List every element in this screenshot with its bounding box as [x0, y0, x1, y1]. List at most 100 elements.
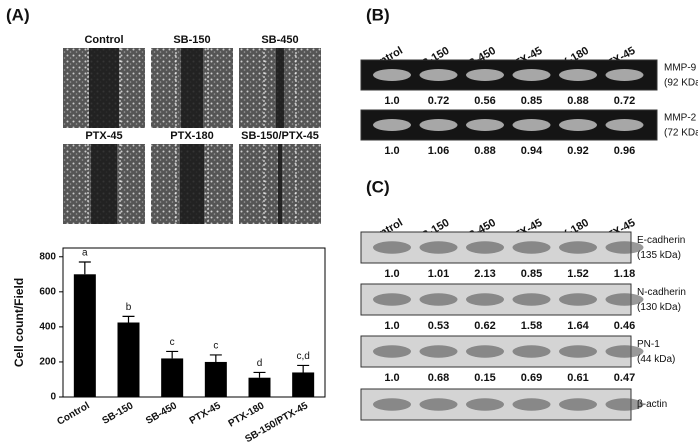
- band: [373, 119, 411, 131]
- band: [466, 398, 504, 411]
- ratio: 0.85: [521, 268, 542, 280]
- x-tick-label: PTX-45: [188, 400, 223, 427]
- ratio: 0.96: [614, 145, 635, 157]
- scratch: [180, 144, 204, 224]
- band: [466, 69, 504, 81]
- image-label: SB-150: [173, 34, 210, 46]
- x-tick-label: SB-150: [100, 400, 135, 427]
- image-label: SB-150/PTX-45: [241, 130, 319, 142]
- blot-size: (92 KDa): [664, 78, 698, 89]
- scratch: [91, 144, 117, 224]
- band: [559, 241, 597, 254]
- annotation: d: [257, 358, 263, 369]
- band: [559, 345, 597, 358]
- panel-label: (C): [366, 177, 390, 196]
- x-tick-label: SB-450: [144, 400, 179, 427]
- ratio: 1.0: [384, 145, 399, 157]
- annotation: b: [126, 302, 132, 313]
- ratio: 1.18: [614, 268, 635, 280]
- band: [373, 398, 411, 411]
- band: [605, 293, 644, 306]
- error-bar: [122, 315, 135, 323]
- ratio: 0.88: [474, 145, 495, 157]
- ratio: 0.94: [521, 145, 543, 157]
- band: [512, 345, 551, 358]
- band: [466, 345, 504, 358]
- bar: [73, 274, 96, 397]
- image-label: SB-450: [261, 34, 298, 46]
- image-label: Control: [84, 34, 123, 46]
- ratio: 0.47: [614, 372, 635, 384]
- annotation: c,d: [296, 351, 309, 362]
- y-tick-label: 0: [50, 392, 56, 403]
- band: [605, 345, 644, 358]
- band: [512, 69, 551, 81]
- image-label: PTX-45: [85, 130, 122, 142]
- y-tick-label: 400: [39, 322, 56, 333]
- ratio: 1.0: [384, 320, 399, 332]
- bar: [292, 372, 315, 397]
- band: [419, 119, 458, 131]
- ratio: 0.56: [474, 95, 495, 107]
- image-label: PTX-180: [170, 130, 213, 142]
- ratio: 1.06: [428, 145, 449, 157]
- blot-size: (130 kDa): [637, 302, 681, 313]
- error-bar: [253, 371, 266, 378]
- ratio: 0.92: [567, 145, 588, 157]
- ratio: 0.85: [521, 95, 542, 107]
- scratch: [278, 144, 282, 224]
- y-tick-label: 600: [39, 286, 56, 297]
- y-axis-title: Cell count/Field: [12, 278, 26, 367]
- band: [466, 293, 504, 306]
- blot-name: E-cadherin: [637, 235, 685, 246]
- ratio: 0.72: [614, 95, 635, 107]
- blot-name: β-actin: [637, 399, 667, 410]
- band: [605, 119, 644, 131]
- ratio: 1.58: [521, 320, 542, 332]
- ratio: 1.01: [428, 268, 449, 280]
- band: [466, 241, 504, 254]
- ratio: 0.62: [474, 320, 495, 332]
- blot-size: (44 kDa): [637, 354, 675, 365]
- ratio: 1.0: [384, 268, 399, 280]
- bar: [248, 377, 271, 397]
- error-bar: [209, 354, 222, 362]
- blot-name: PN-1: [637, 339, 660, 350]
- ratio: 1.52: [567, 268, 588, 280]
- ratio: 0.69: [521, 372, 542, 384]
- band: [466, 119, 504, 131]
- band: [605, 398, 644, 411]
- ratio: 2.13: [474, 268, 495, 280]
- band: [419, 398, 458, 411]
- error-bar: [297, 364, 310, 373]
- annotation: a: [82, 248, 88, 259]
- error-bar: [78, 261, 91, 275]
- band: [559, 69, 597, 81]
- band: [512, 398, 551, 411]
- blot-name: MMP-2: [664, 113, 697, 124]
- bar: [204, 361, 227, 397]
- x-tick-label: Control: [55, 400, 91, 427]
- ratio: 0.88: [567, 95, 588, 107]
- scratch: [89, 48, 119, 128]
- band: [512, 241, 551, 254]
- error-bar: [166, 350, 179, 359]
- blot-size: (72 KDa): [664, 128, 698, 139]
- band: [559, 293, 597, 306]
- band: [605, 241, 644, 254]
- annotation: c: [170, 337, 175, 348]
- ratio: 0.46: [614, 320, 635, 332]
- ratio: 0.61: [567, 372, 588, 384]
- band: [559, 398, 597, 411]
- annotation: c: [213, 341, 218, 352]
- band: [419, 69, 458, 81]
- bar: [117, 322, 140, 397]
- band: [512, 119, 551, 131]
- ratio: 0.15: [474, 372, 495, 384]
- ratio: 1.0: [384, 372, 399, 384]
- band: [419, 241, 458, 254]
- band: [373, 293, 411, 306]
- ratio: 0.53: [428, 320, 449, 332]
- ratio: 0.72: [428, 95, 449, 107]
